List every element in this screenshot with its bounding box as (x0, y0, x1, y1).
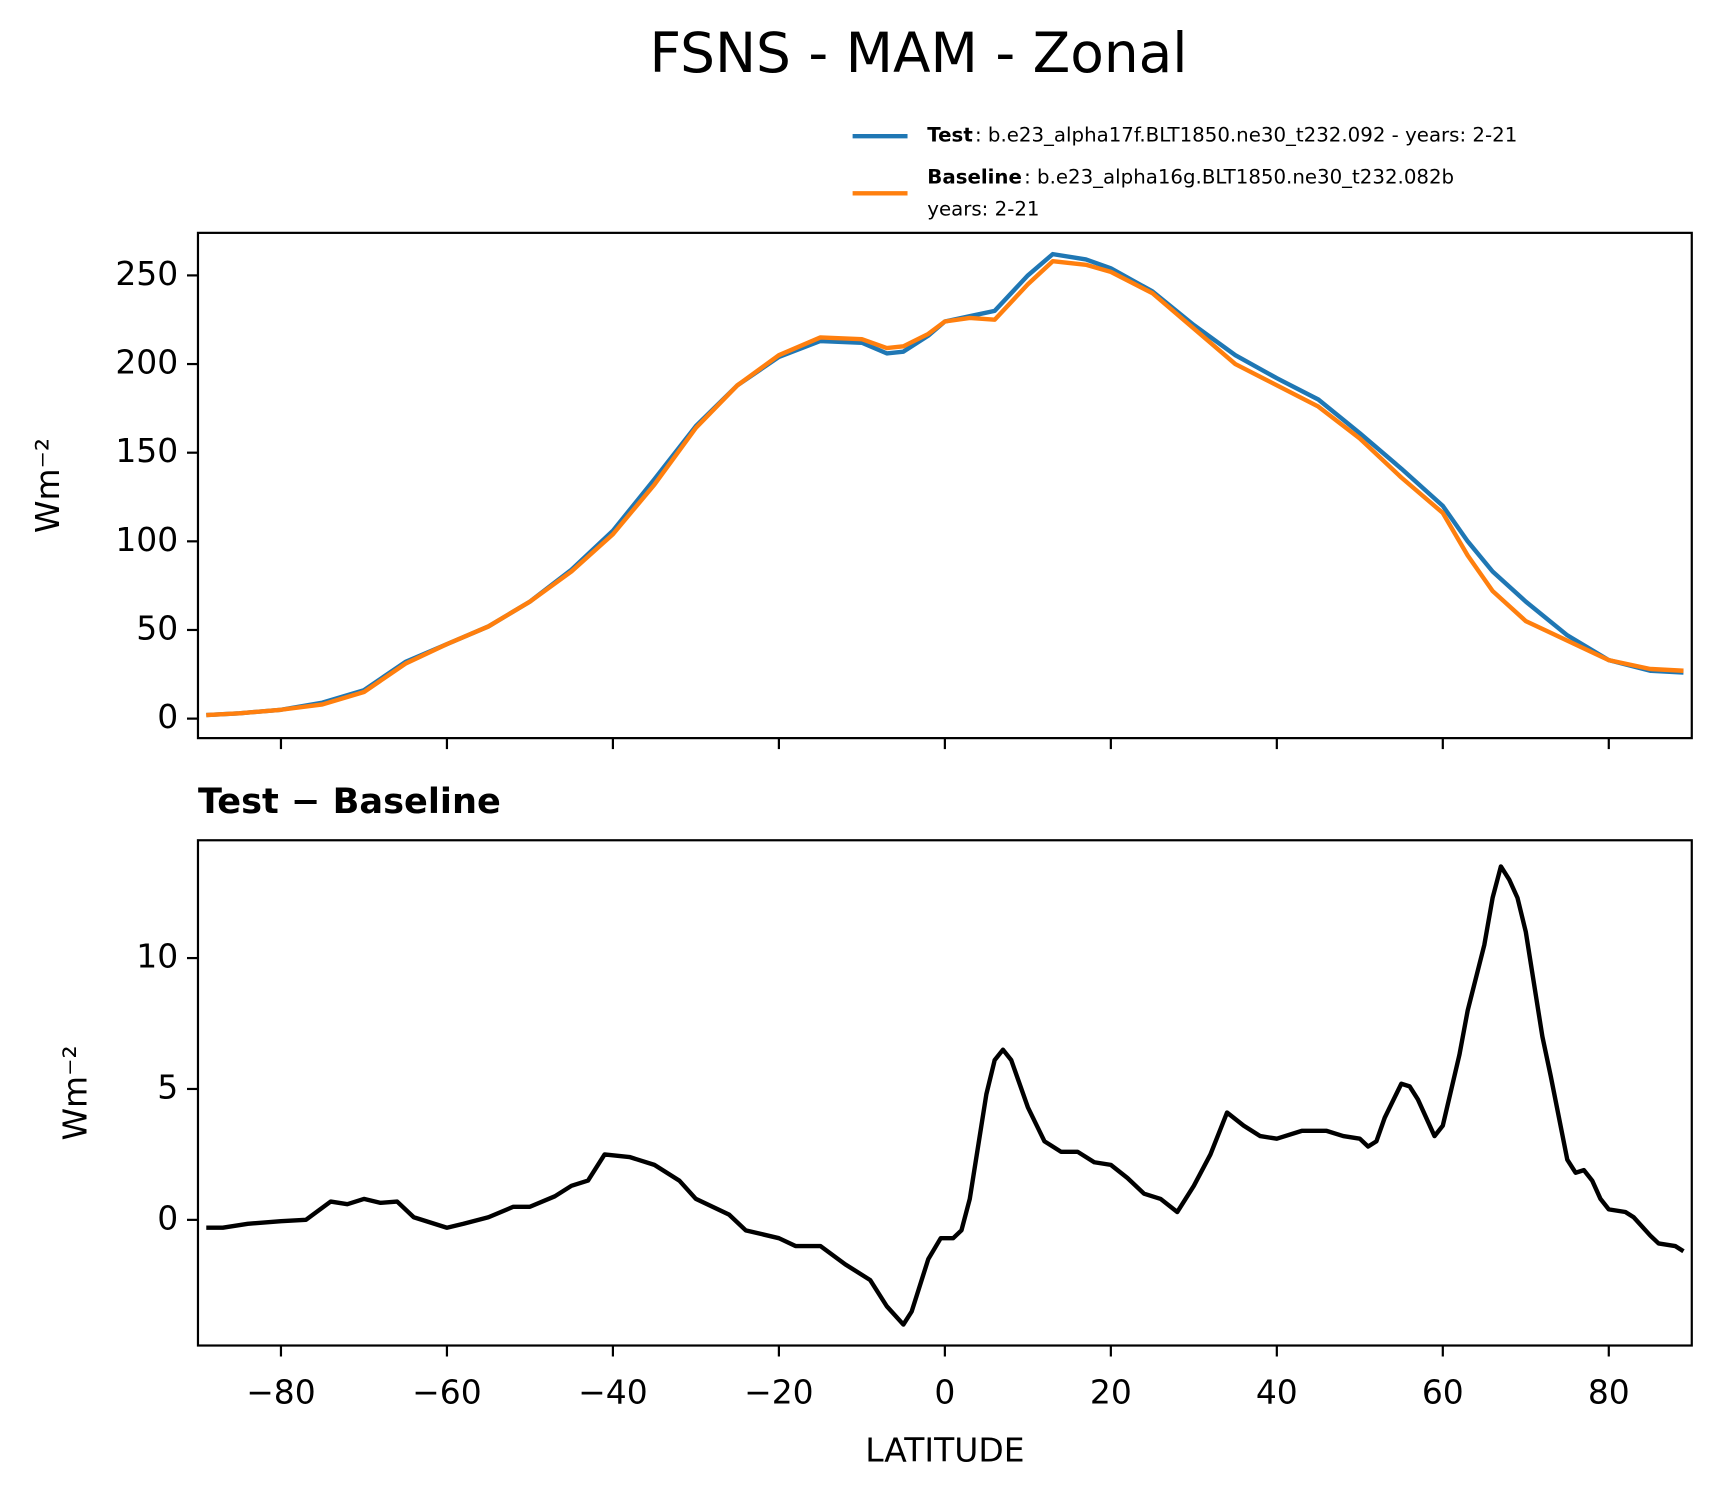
x-tick-label: −20 (744, 1372, 814, 1411)
legend-name: Test (927, 124, 972, 147)
axes-frame (196, 231, 1693, 740)
y-tick-label: 0 (157, 1198, 178, 1237)
y-axis-label: Wm⁻² (56, 1045, 95, 1140)
chart-title: FSNS - MAM - Zonal (649, 21, 1187, 85)
legend-detail: : b.e23_alpha17f.BLT1850.ne30_t232.092 -… (975, 124, 1517, 147)
x-axis-label: LATITUDE (865, 1431, 1024, 1470)
x-tick-label: −60 (412, 1372, 482, 1411)
y-tick-label: 150 (115, 431, 178, 470)
legend-detail: : b.e23_alpha16g.BLT1850.ne30_t232.082b (1024, 165, 1454, 188)
data-line (206, 259, 1684, 718)
x-tick-label: −80 (246, 1372, 316, 1411)
x-tick-label: 0 (934, 1372, 955, 1411)
y-tick-label: 200 (115, 343, 178, 382)
data-line (206, 864, 1685, 1327)
axes-frame (196, 839, 1693, 1347)
panel-title: Test − Baseline (198, 781, 501, 822)
y-tick-label: 50 (136, 608, 178, 647)
x-tick-label: 20 (1090, 1372, 1132, 1411)
y-tick-label: 250 (115, 254, 178, 293)
x-tick-label: 40 (1256, 1372, 1298, 1411)
y-tick-label: 5 (157, 1067, 178, 1106)
legend-name: Baseline (927, 165, 1022, 188)
legend-detail: years: 2-21 (927, 197, 1039, 220)
x-tick-label: 60 (1422, 1372, 1464, 1411)
y-tick-label: 10 (136, 937, 178, 976)
y-axis-label: Wm⁻² (28, 438, 67, 533)
x-tick-label: 80 (1588, 1372, 1630, 1411)
y-tick-label: 100 (115, 520, 178, 559)
x-tick-label: −40 (578, 1372, 648, 1411)
y-tick-label: 0 (157, 697, 178, 736)
